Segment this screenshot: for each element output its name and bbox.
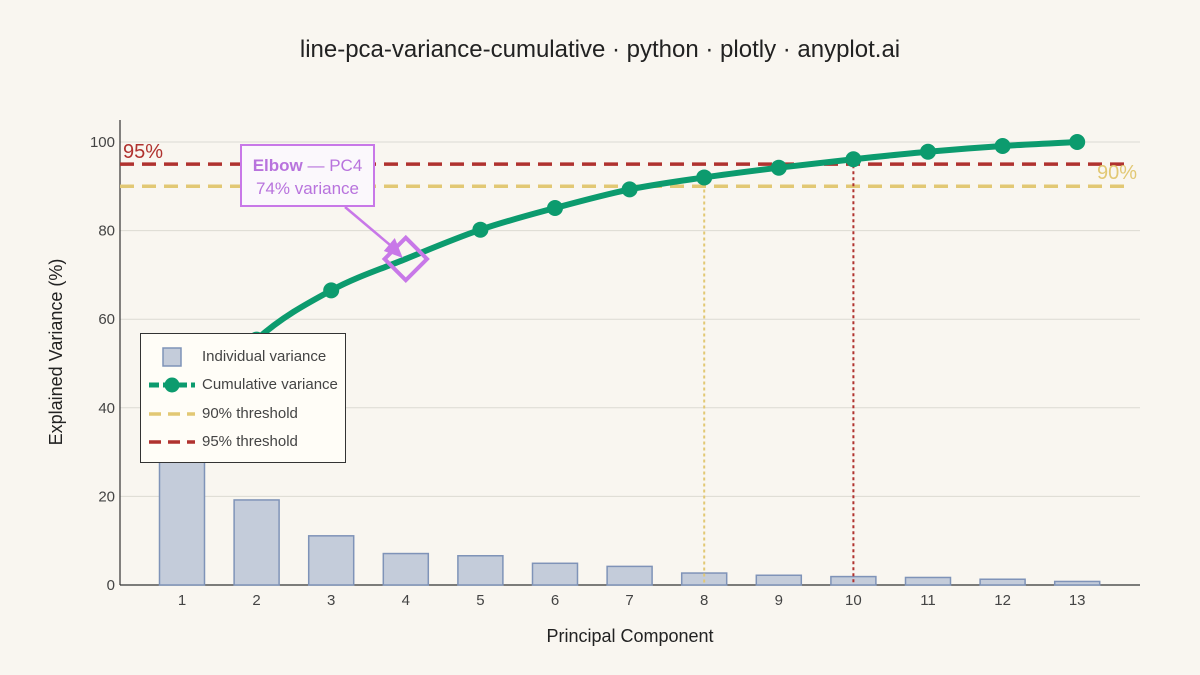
- cumulative-marker: [1069, 134, 1086, 150]
- elbow-annotation: Elbow — PC4 74% variance: [240, 144, 375, 207]
- y-tick-label: 40: [98, 400, 115, 417]
- x-tick-label: 12: [994, 592, 1011, 609]
- legend-item-individual[interactable]: Individual variance: [141, 345, 347, 369]
- x-tick-label: 3: [327, 592, 335, 609]
- bar: [307, 535, 355, 586]
- cumulative-marker: [696, 169, 713, 186]
- y-tick-label: 0: [107, 577, 115, 594]
- legend-item-threshold-95[interactable]: 95% threshold: [141, 430, 347, 454]
- cumulative-marker: [845, 151, 862, 168]
- y-tick-label: 100: [90, 134, 115, 151]
- bar: [979, 578, 1026, 586]
- cumulative-marker: [547, 200, 563, 217]
- elbow-annotation-line1: Elbow — PC4: [242, 156, 373, 176]
- elbow-component: — PC4: [302, 156, 363, 175]
- x-tick-label: 9: [775, 592, 783, 609]
- cumulative-marker: [323, 282, 340, 299]
- cumulative-marker: [770, 159, 787, 176]
- elbow-label: Elbow: [252, 156, 303, 175]
- bar: [904, 576, 952, 586]
- bar: [531, 562, 579, 586]
- bar-swatch-icon: [162, 347, 182, 367]
- dash-line-icon: [149, 440, 195, 444]
- dash-line-icon: [149, 412, 195, 416]
- bar: [1053, 580, 1101, 586]
- x-tick-label: 8: [700, 592, 708, 609]
- x-tick-label: 4: [402, 592, 410, 609]
- x-axis-title: Principal Component: [546, 626, 713, 646]
- cumulative-marker: [621, 181, 638, 198]
- threshold-90-label: 90%: [1097, 162, 1137, 184]
- cumulative-marker: [472, 221, 489, 238]
- x-tick-label: 10: [845, 592, 862, 609]
- x-tick-label: 5: [476, 592, 484, 609]
- x-tick-label: 13: [1069, 592, 1086, 609]
- bar: [233, 499, 280, 586]
- bar: [606, 565, 653, 586]
- y-tick-label: 60: [98, 311, 115, 328]
- y-axis-title: Explained Variance (%): [46, 259, 66, 446]
- x-tick-label: 7: [625, 592, 633, 609]
- line-marker-icon: [149, 377, 195, 393]
- elbow-variance-text: 74% variance: [255, 179, 359, 198]
- y-tick-label: 20: [98, 488, 115, 505]
- legend-item-threshold-90[interactable]: 90% threshold: [141, 402, 347, 426]
- y-tick-label: 80: [98, 223, 115, 240]
- elbow-arrow-head: [383, 237, 403, 258]
- x-tick-label: 2: [252, 592, 260, 609]
- bar: [457, 555, 504, 586]
- x-tick-label: 6: [551, 592, 559, 609]
- legend-item-cumulative[interactable]: Cumulative variance: [141, 373, 347, 397]
- cumulative-marker: [920, 143, 936, 160]
- legend: Individual variance Cumulative variance …: [140, 333, 346, 463]
- x-tick-label: 1: [178, 592, 186, 609]
- bar: [680, 572, 728, 586]
- bar: [755, 574, 803, 586]
- chart-title: line-pca-variance-cumulative · python · …: [299, 36, 901, 63]
- bar: [382, 552, 430, 586]
- threshold-95-label: 95%: [123, 141, 163, 163]
- elbow-arrow-line: [344, 206, 397, 251]
- cumulative-marker: [994, 137, 1011, 154]
- x-tick-label: 11: [920, 592, 936, 609]
